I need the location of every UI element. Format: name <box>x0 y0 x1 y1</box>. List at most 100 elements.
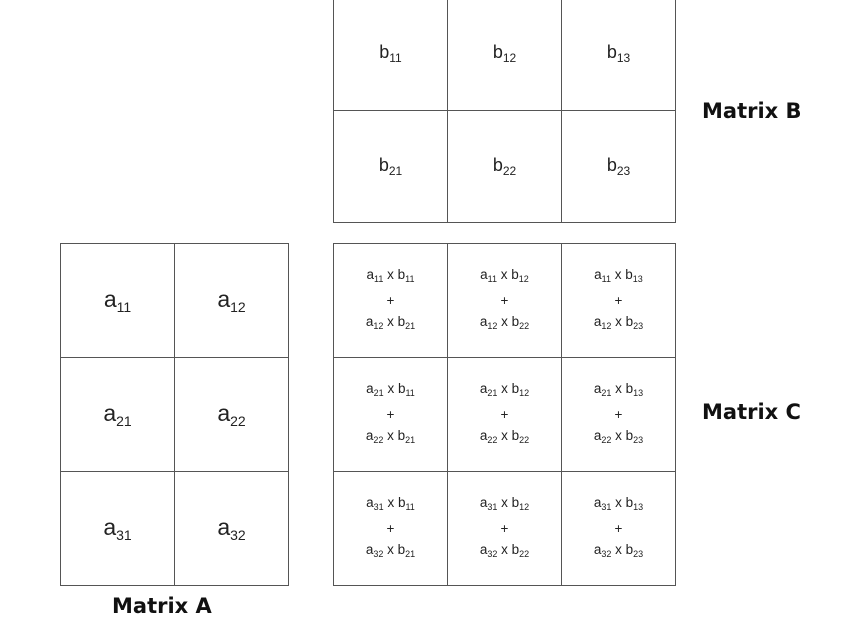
product-sum: a31 x b13 + a32 x b23 <box>594 492 643 565</box>
matrix-element: a21 <box>479 381 498 398</box>
matrix-a-cell: a22 <box>175 358 288 471</box>
matrix-element: b13 <box>625 495 644 512</box>
matrix-element: a31 <box>593 495 612 512</box>
matrix-element: a12 <box>479 314 498 331</box>
product-term: a31 x b12 <box>479 495 530 512</box>
plus-sign: + <box>386 521 395 536</box>
element-subscript: 12 <box>601 321 612 331</box>
element-subscript: 21 <box>405 435 416 445</box>
product-term: a31 x b13 <box>593 495 644 512</box>
matrix-element: b21 <box>378 154 403 178</box>
product-term: a32 x b23 <box>593 542 644 559</box>
product-sum: a31 x b11 + a32 x b21 <box>366 492 415 565</box>
element-subscript: 21 <box>601 388 612 398</box>
matrix-a-cell: a11 <box>61 244 174 357</box>
matrix-a-cell: a21 <box>61 358 174 471</box>
matrix-element: a11 <box>594 267 612 284</box>
product-term: a22 x b21 <box>365 428 416 445</box>
element-subscript: 13 <box>633 502 644 512</box>
element-subscript: 11 <box>389 51 402 66</box>
element-subscript: 21 <box>405 549 416 559</box>
matrix-c-cell: a11 x b11 + a12 x b21 <box>334 244 447 357</box>
matrix-element: b22 <box>492 154 517 178</box>
element-subscript: 13 <box>632 274 643 284</box>
matrix-element: b12 <box>511 381 530 398</box>
product-sum: a11 x b13 + a12 x b23 <box>594 264 643 337</box>
matrix-b-cell: b22 <box>448 110 561 222</box>
element-subscript: 22 <box>373 435 384 445</box>
product-sum: a21 x b13 + a22 x b23 <box>594 378 643 451</box>
matrix-element: b22 <box>511 542 530 559</box>
element-subscript: 23 <box>633 321 644 331</box>
element-subscript: 22 <box>487 435 498 445</box>
element-subscript: 23 <box>633 549 644 559</box>
matrix-element: a21 <box>593 381 612 398</box>
matrix-element: b21 <box>397 428 416 445</box>
matrix-b-cell: b12 <box>448 0 561 110</box>
matrix-a-cell: a31 <box>61 472 174 585</box>
element-subscript: 22 <box>601 435 612 445</box>
matrix-c-cell: a31 x b11 + a32 x b21 <box>334 472 447 585</box>
product-term: a11 x b12 <box>480 267 529 284</box>
matrix-c-cell: a11 x b12 + a12 x b22 <box>448 244 561 357</box>
matrix-element: b13 <box>625 267 643 284</box>
product-term: a31 x b11 <box>366 495 415 512</box>
matrix-element: a21 <box>103 400 132 429</box>
matrix-element: b12 <box>511 495 530 512</box>
matrix-element: b11 <box>397 267 415 284</box>
element-subscript: 12 <box>502 51 517 66</box>
plus-sign: + <box>614 293 623 308</box>
matrix-element: b21 <box>397 542 416 559</box>
product-sum: a11 x b12 + a12 x b22 <box>480 264 529 337</box>
matrix-element: a22 <box>593 428 612 445</box>
element-subscript: 11 <box>374 274 384 284</box>
plus-sign: + <box>614 407 623 422</box>
product-term: a11 x b11 <box>366 267 415 284</box>
element-subscript: 32 <box>373 549 384 559</box>
matrix-element: b11 <box>379 42 402 66</box>
element-subscript: 11 <box>405 502 415 512</box>
matrix-element: a22 <box>217 400 246 429</box>
element-subscript: 22 <box>502 163 517 178</box>
matrix-element: b13 <box>606 42 631 66</box>
element-subscript: 12 <box>373 321 384 331</box>
matrix-b-cell: b23 <box>562 110 675 222</box>
matrix-element: a11 <box>480 267 498 284</box>
matrix-c-cell: a31 x b12 + a32 x b22 <box>448 472 561 585</box>
plus-sign: + <box>386 293 395 308</box>
matrix-element: b22 <box>511 428 530 445</box>
product-sum: a21 x b12 + a22 x b22 <box>480 378 529 451</box>
element-subscript: 21 <box>373 388 384 398</box>
plus-sign: + <box>386 407 395 422</box>
element-subscript: 12 <box>230 299 246 315</box>
matrix-element: b11 <box>397 495 415 512</box>
matrix-a-grid: a11 a12 a21 a22 a31 a32 <box>60 243 289 586</box>
matrix-element: a31 <box>479 495 498 512</box>
product-term: a32 x b22 <box>479 542 530 559</box>
matrix-element: a11 <box>366 267 384 284</box>
matrix-element: a31 <box>366 495 384 512</box>
matrix-element: b13 <box>625 381 644 398</box>
product-term: a12 x b21 <box>365 314 416 331</box>
matrix-a-label: Matrix A <box>112 594 212 618</box>
matrix-c-cell: a21 x b11 + a22 x b21 <box>334 358 447 471</box>
element-subscript: 12 <box>519 502 530 512</box>
matrix-c-label: Matrix C <box>702 400 801 424</box>
element-subscript: 21 <box>116 413 132 429</box>
matrix-element: a11 <box>103 286 132 315</box>
matrix-element: b21 <box>397 314 416 331</box>
matrix-element: b12 <box>511 267 529 284</box>
element-subscript: 11 <box>116 299 132 315</box>
product-term: a21 x b11 <box>366 381 415 398</box>
element-subscript: 21 <box>388 163 403 178</box>
product-term: a12 x b22 <box>479 314 530 331</box>
matrix-element: a12 <box>365 314 384 331</box>
matrix-element: b23 <box>606 154 631 178</box>
element-subscript: 22 <box>519 321 530 331</box>
matrix-element: a21 <box>366 381 384 398</box>
matrix-element: a32 <box>217 514 246 543</box>
element-subscript: 13 <box>633 388 644 398</box>
product-sum: a11 x b11 + a12 x b21 <box>366 264 415 337</box>
matrix-element: b23 <box>625 428 644 445</box>
matrix-b-cell: b13 <box>562 0 675 110</box>
